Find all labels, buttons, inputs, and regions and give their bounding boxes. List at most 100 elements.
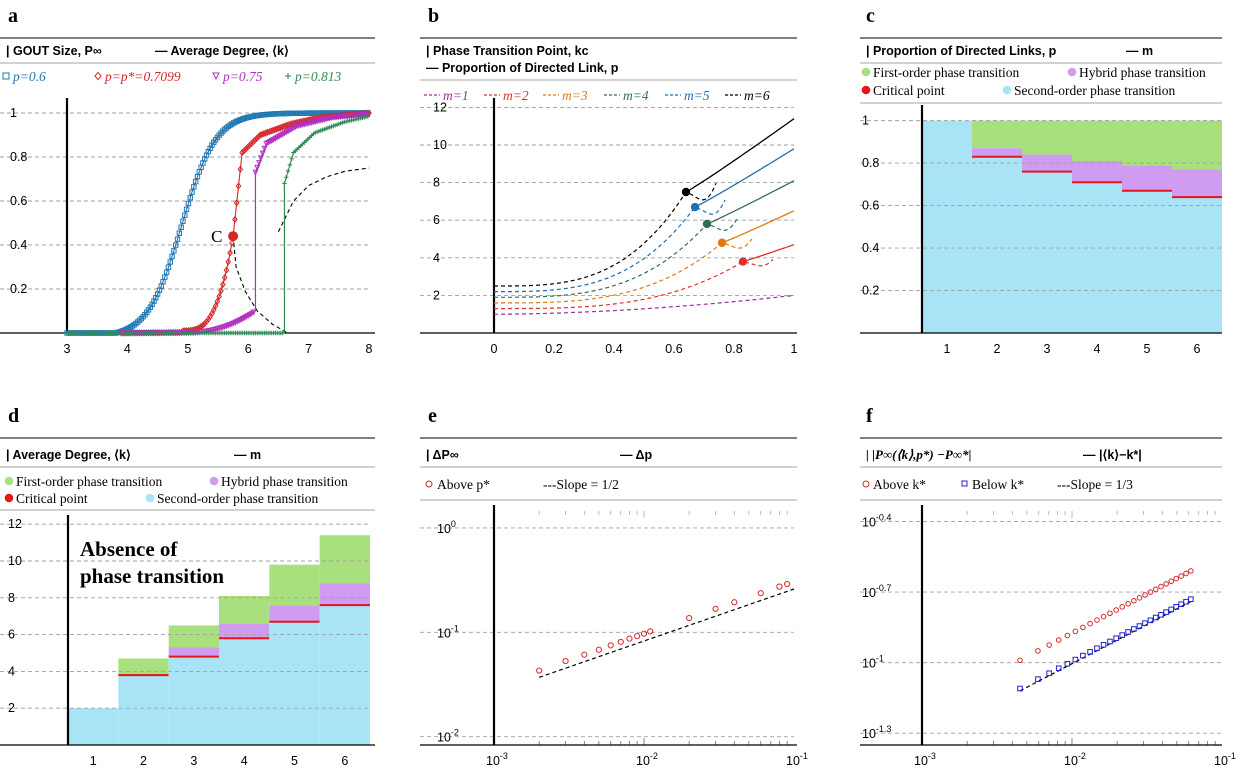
y-tick-label: 0.6: [10, 194, 27, 208]
data-point: [1080, 652, 1086, 659]
first-order-region: [1072, 120, 1122, 161]
header-right: — m: [1126, 44, 1153, 58]
hybrid-region: [168, 647, 219, 657]
y-tick-label: 0.2: [862, 284, 879, 298]
first-order-region: [1172, 120, 1222, 170]
legend-label: m=3: [562, 88, 588, 103]
hybrid-region: [319, 583, 370, 606]
data-point: [1136, 595, 1143, 601]
x-tick-label: 7: [305, 342, 312, 356]
series-line: [254, 113, 368, 173]
y-tick-label: 10-0.4: [862, 512, 891, 529]
legend-label: p=p*=0.7099: [104, 69, 181, 84]
legend-marker: [1067, 67, 1077, 77]
data-point: [187, 195, 193, 201]
data-point: [165, 264, 172, 270]
legend-label: p=0.75: [222, 69, 263, 84]
data-point: [647, 628, 654, 635]
data-point: [241, 147, 247, 155]
data-point: [287, 162, 293, 168]
header-right: — m: [234, 448, 261, 462]
data-point: [176, 230, 183, 236]
y-tick-label: 12: [433, 100, 447, 114]
data-point: [1188, 596, 1194, 602]
panel-letter: a: [8, 5, 18, 27]
data-point: [252, 136, 258, 144]
second-order-region: [168, 656, 219, 745]
data-point: [1147, 589, 1154, 595]
legend-label: m=2: [503, 88, 529, 103]
critical-point: [702, 219, 712, 229]
y-tick-label: 2: [8, 701, 15, 715]
data-point: [1163, 581, 1169, 587]
data-point: [1147, 617, 1154, 624]
second-order-region: [922, 120, 972, 333]
second-order-region: [972, 156, 1022, 333]
data-point: [255, 133, 262, 141]
second-order-region: [118, 675, 169, 745]
legend-label: Hybrid phase transition: [221, 474, 348, 489]
curve-solid: [706, 180, 795, 225]
legend-label: Hybrid phase transition: [1079, 65, 1206, 80]
legend-label: Below k*: [972, 477, 1024, 492]
data-point: [1107, 638, 1113, 645]
data-point: [1142, 592, 1148, 598]
critical-point: [738, 257, 748, 266]
legend-label: m=4: [623, 88, 649, 103]
critical-point: [228, 231, 239, 242]
panel-b: b | Phase Transition Point, kc — Proportio…: [420, 5, 798, 356]
critical-point: [690, 202, 700, 212]
curve-dashed: [494, 218, 738, 298]
data-point: [1119, 632, 1126, 638]
y-tick-label: 10-1: [437, 623, 459, 640]
legend-label: m=6: [744, 88, 770, 103]
header-left: | ΔP∞: [426, 448, 459, 462]
legend-label: m=5: [684, 88, 710, 103]
y-tick-label: 12: [8, 517, 22, 531]
data-point: [227, 249, 233, 257]
data-point: [250, 309, 257, 316]
x-tick-label: 6: [341, 754, 348, 768]
data-point: [1055, 637, 1062, 643]
x-tick-label: 6: [1194, 342, 1201, 356]
curve-dashed: [494, 199, 726, 293]
x-tick-label: 5: [291, 754, 298, 768]
x-tick-label: 6: [245, 342, 252, 356]
data-point: [174, 236, 181, 242]
legend-label: First-order phase transition: [873, 65, 1019, 80]
x-tick-label: 0.6: [665, 342, 682, 356]
legend-marker: [862, 480, 870, 488]
data-point: [634, 632, 641, 640]
first-order-region: [118, 658, 169, 676]
data-point: [233, 199, 240, 207]
data-point: [595, 646, 602, 653]
second-order-region: [319, 605, 370, 745]
data-point: [246, 141, 253, 150]
data-point: [1017, 657, 1023, 664]
second-order-region: [1072, 182, 1122, 333]
y-tick-label: 2: [433, 288, 440, 302]
data-point: [212, 302, 219, 310]
legend-label: p=0.6: [12, 69, 46, 84]
second-order-region: [1022, 171, 1072, 333]
data-point: [200, 321, 206, 329]
data-point: [1100, 613, 1107, 620]
y-tick-label: 6: [433, 213, 440, 227]
data-point: [1017, 685, 1023, 692]
x-tick-label: 3: [190, 754, 197, 768]
hybrid-region: [1022, 154, 1072, 172]
data-point: [1072, 628, 1079, 635]
critical-point: [681, 187, 691, 197]
annotation-line: Absence of: [80, 537, 178, 561]
second-order-region: [1172, 197, 1222, 333]
y-tick-label: 0.4: [862, 241, 879, 255]
data-point: [640, 630, 648, 637]
x-tick-label: 10-1: [786, 751, 808, 768]
data-point: [1158, 583, 1164, 590]
data-point: [364, 111, 371, 118]
data-point: [189, 189, 195, 195]
legend-marker: [425, 480, 433, 488]
data-point: [223, 266, 230, 274]
data-point: [254, 164, 261, 171]
